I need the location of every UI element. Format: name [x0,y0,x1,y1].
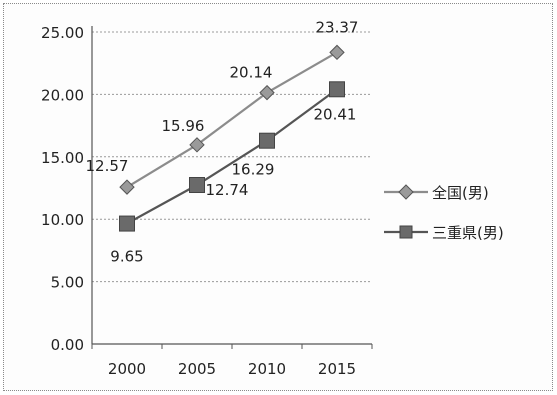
series-line-0 [126,51,338,189]
gridlines [92,31,372,283]
data-labels: 12.57 15.96 20.14 23.37 9.65 12.74 16.29 20.41 [86,18,359,265]
line-chart: 0.00 5.00 10.00 15.00 20.00 25.00 2000 2005 2010… [41,18,504,378]
y-tick-label: 5.00 [51,274,84,292]
axes [91,26,373,349]
series [119,44,345,232]
data-point-square [329,81,345,98]
data-label: 20.14 [230,64,273,82]
data-point-square [259,132,275,149]
series-0 [119,44,345,195]
data-point-square [119,215,135,232]
data-point-diamond [119,179,135,195]
data-label: 9.65 [110,248,143,266]
legend-entry-0: 全国(男) [384,184,489,202]
series-1 [119,81,345,232]
data-label: 23.37 [316,18,359,36]
data-label: 15.96 [162,117,205,135]
y-tick-label: 25.00 [41,24,84,42]
series-line-1 [126,88,338,225]
data-point-diamond [259,84,275,101]
x-tick-label: 2000 [108,360,146,378]
data-point-diamond [329,44,345,61]
tick-labels: 0.00 5.00 10.00 15.00 20.00 25.00 2000 2005 2010… [41,24,356,378]
y-tick-label: 20.00 [41,86,84,104]
data-point-square [189,177,205,194]
y-tick-label: 15.00 [41,149,84,167]
x-tick-label: 2010 [248,360,286,378]
data-label: 12.74 [206,181,249,199]
legend-label: 三重県(男) [432,224,504,242]
legend-diamond-marker [398,184,414,200]
data-label: 12.57 [86,157,129,175]
legend-label: 全国(男) [432,184,489,202]
y-tick-label: 10.00 [41,211,84,229]
data-point-diamond [189,137,205,153]
y-tick-label: 0.00 [51,336,84,354]
data-label: 16.29 [232,161,275,179]
legend-square-marker [399,225,413,239]
x-tick-label: 2005 [178,360,216,378]
chart-frame: 0.00 5.00 10.00 15.00 20.00 25.00 2000 2005 2010… [3,3,553,391]
x-tick-label: 2015 [318,360,356,378]
data-label: 20.41 [314,105,357,123]
legend: 全国(男) 三重県(男) [384,184,504,242]
legend-entry-1: 三重県(男) [384,224,504,242]
